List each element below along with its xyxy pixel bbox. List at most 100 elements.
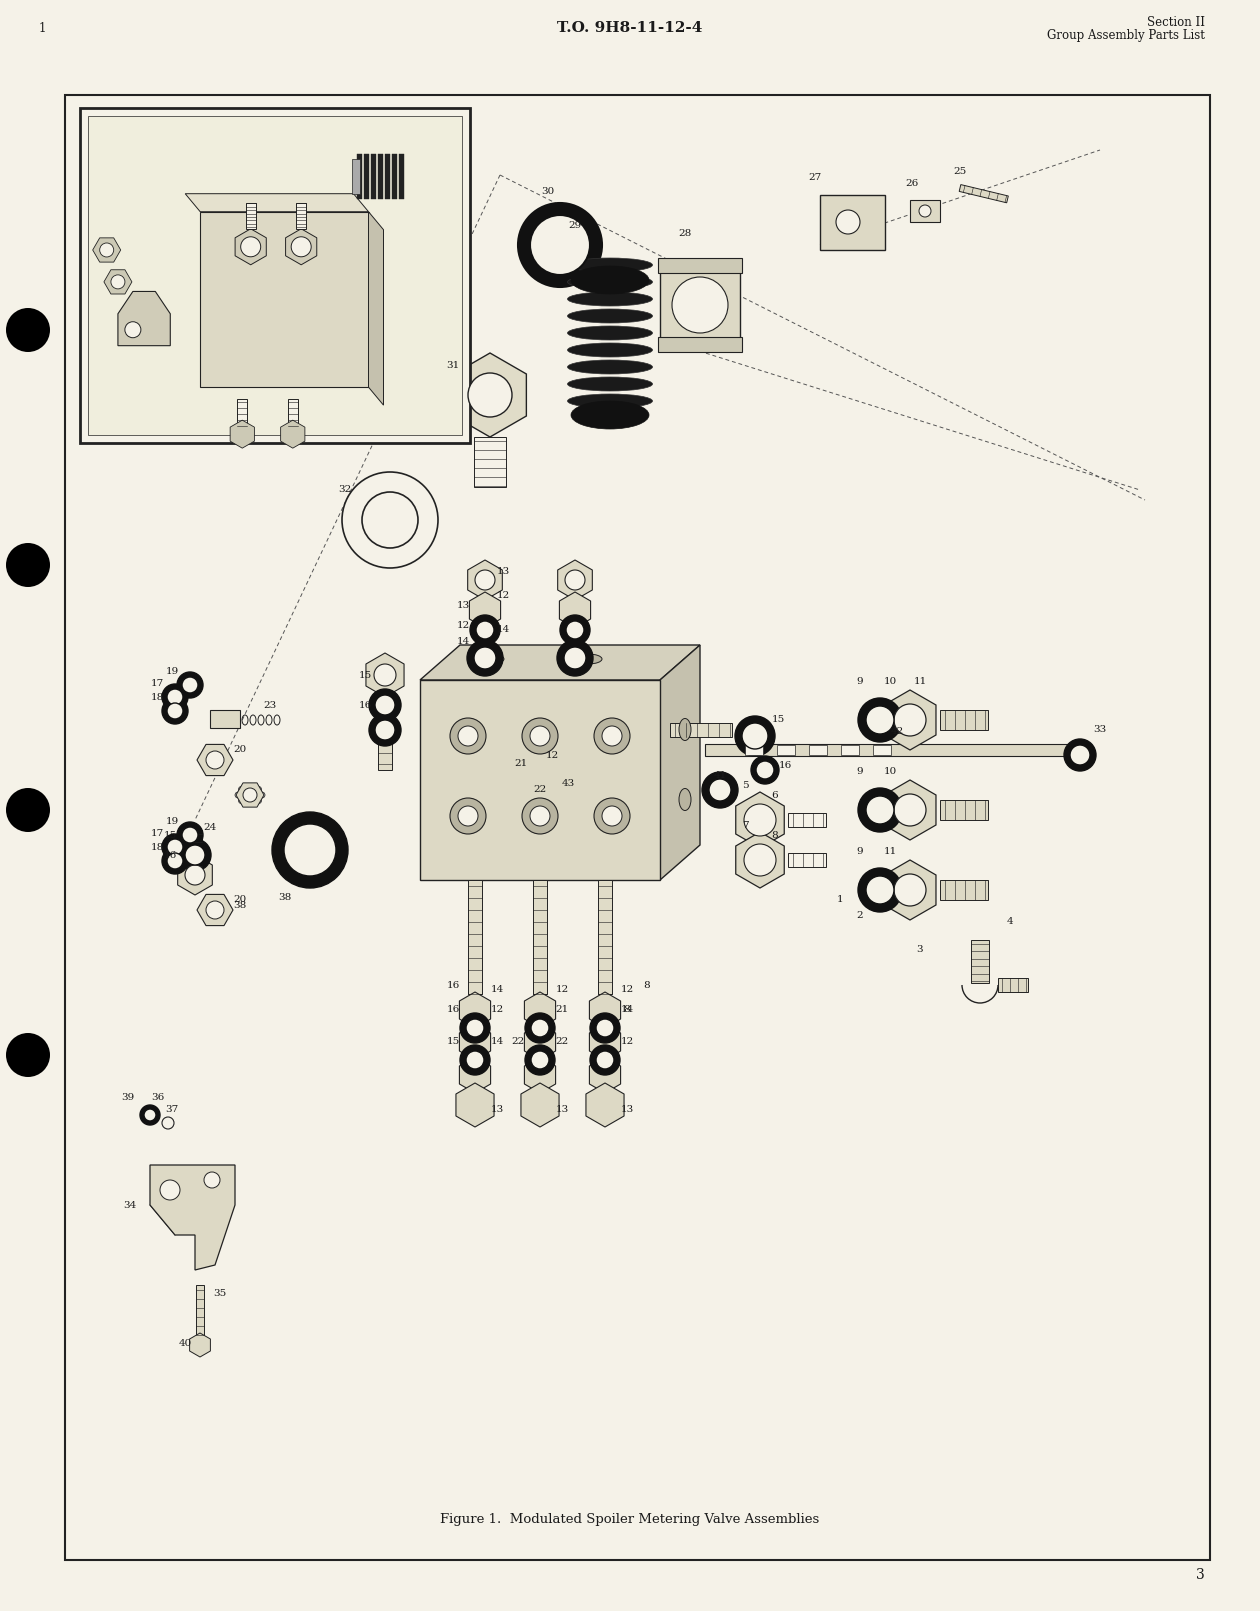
Text: 16: 16 <box>446 981 460 989</box>
Text: 42: 42 <box>891 728 905 736</box>
Text: 22: 22 <box>556 1037 568 1047</box>
Polygon shape <box>559 591 591 628</box>
Circle shape <box>238 786 244 793</box>
Circle shape <box>140 1105 160 1124</box>
Text: 1: 1 <box>837 896 843 904</box>
Circle shape <box>6 788 50 831</box>
Circle shape <box>530 806 551 826</box>
Circle shape <box>751 756 779 785</box>
Circle shape <box>375 720 394 739</box>
Circle shape <box>362 491 418 548</box>
Text: 20: 20 <box>233 896 247 904</box>
Circle shape <box>457 806 478 826</box>
Text: 15: 15 <box>164 831 176 839</box>
Circle shape <box>858 868 902 912</box>
Circle shape <box>111 275 125 288</box>
Bar <box>777 744 795 756</box>
Ellipse shape <box>571 401 649 429</box>
Polygon shape <box>454 353 527 437</box>
Bar <box>745 744 764 756</box>
Text: 16: 16 <box>446 1005 460 1015</box>
Text: 13: 13 <box>490 1105 504 1115</box>
Circle shape <box>163 1116 174 1129</box>
Text: 38: 38 <box>278 894 291 902</box>
FancyArrow shape <box>788 852 827 867</box>
Circle shape <box>168 690 183 706</box>
Text: 3: 3 <box>917 946 924 954</box>
Bar <box>88 116 462 435</box>
Text: 38: 38 <box>233 901 247 910</box>
Circle shape <box>743 804 776 836</box>
Polygon shape <box>460 992 490 1028</box>
Circle shape <box>590 1046 620 1075</box>
Text: 16: 16 <box>358 701 372 709</box>
Text: 41: 41 <box>713 772 727 780</box>
Text: 13: 13 <box>456 601 470 609</box>
Polygon shape <box>590 992 621 1028</box>
Polygon shape <box>520 1083 559 1128</box>
Text: 18: 18 <box>150 844 164 852</box>
Circle shape <box>835 209 861 234</box>
FancyArrow shape <box>940 801 988 820</box>
Bar <box>210 710 239 728</box>
Circle shape <box>369 690 401 722</box>
Polygon shape <box>524 992 556 1028</box>
Polygon shape <box>470 591 500 628</box>
Text: 14: 14 <box>456 638 470 646</box>
Polygon shape <box>231 420 255 448</box>
Polygon shape <box>736 831 784 888</box>
Circle shape <box>185 865 205 884</box>
Circle shape <box>6 1033 50 1078</box>
Circle shape <box>205 901 224 918</box>
Circle shape <box>858 698 902 743</box>
Text: 22: 22 <box>533 786 547 794</box>
Circle shape <box>247 801 253 806</box>
Text: 11: 11 <box>883 847 897 857</box>
Circle shape <box>525 1046 554 1075</box>
Circle shape <box>272 812 348 888</box>
FancyArrow shape <box>971 939 989 983</box>
Circle shape <box>709 780 731 801</box>
Text: 35: 35 <box>213 1289 227 1297</box>
Text: 7: 7 <box>742 820 748 830</box>
FancyArrow shape <box>296 203 306 229</box>
Text: 12: 12 <box>620 1037 634 1047</box>
FancyArrow shape <box>959 185 1008 203</box>
Circle shape <box>466 1020 484 1037</box>
Text: Figure 1.  Modulated Spoiler Metering Valve Assemblies: Figure 1. Modulated Spoiler Metering Val… <box>441 1513 819 1527</box>
Bar <box>809 744 827 756</box>
Circle shape <box>6 308 50 351</box>
Polygon shape <box>660 644 701 880</box>
Circle shape <box>593 797 630 834</box>
Polygon shape <box>558 561 592 599</box>
Bar <box>372 155 377 200</box>
FancyArrow shape <box>998 978 1028 992</box>
Text: 2: 2 <box>857 912 863 920</box>
Polygon shape <box>281 420 305 448</box>
Circle shape <box>241 237 261 256</box>
FancyArrow shape <box>378 685 392 770</box>
Text: 14: 14 <box>620 1005 634 1015</box>
Text: 9: 9 <box>857 767 863 777</box>
Circle shape <box>564 648 586 669</box>
Circle shape <box>375 694 394 715</box>
Text: 21: 21 <box>514 759 528 768</box>
Polygon shape <box>236 783 265 807</box>
Circle shape <box>518 203 602 287</box>
Polygon shape <box>365 652 404 698</box>
Text: 28: 28 <box>678 229 692 237</box>
Text: 32: 32 <box>339 485 352 495</box>
Circle shape <box>247 785 253 789</box>
Circle shape <box>530 1020 549 1037</box>
Text: 10: 10 <box>883 678 897 686</box>
Text: T.O. 9H8-11-12-4: T.O. 9H8-11-12-4 <box>557 21 703 35</box>
Circle shape <box>895 794 926 826</box>
Circle shape <box>530 1050 549 1070</box>
Circle shape <box>160 1179 180 1200</box>
Ellipse shape <box>567 359 653 374</box>
Circle shape <box>168 852 183 868</box>
Circle shape <box>1070 744 1090 765</box>
Circle shape <box>205 751 224 768</box>
Text: 43: 43 <box>562 780 576 788</box>
Polygon shape <box>524 1057 556 1092</box>
